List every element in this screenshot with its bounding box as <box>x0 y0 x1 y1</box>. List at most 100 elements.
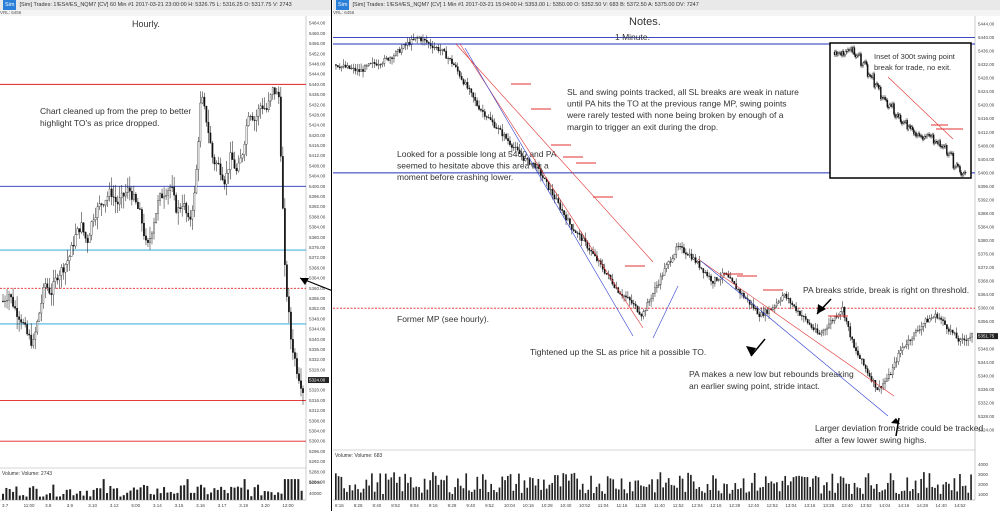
volume-bar <box>526 487 529 500</box>
candle-body <box>884 380 886 384</box>
minute-chart-panel[interactable]: Sim [Sim] Trades: 1!ES#/ES_NQM7 [CV] 1 Mi… <box>333 0 1000 511</box>
price-tick-label: 5380.00 <box>309 235 326 240</box>
volume-bar <box>654 492 656 500</box>
candle-body <box>824 329 826 331</box>
candle-body <box>812 327 815 330</box>
inset-candle-body <box>874 84 877 88</box>
candle-body <box>219 163 222 175</box>
candle-body <box>396 49 399 52</box>
price-tick-label: 5412.00 <box>309 153 326 158</box>
volume-bar <box>186 479 189 500</box>
candle-body <box>636 305 639 313</box>
candle-body <box>364 65 366 72</box>
candle-body <box>12 296 14 307</box>
time-tick-label: 13:28 <box>823 503 835 508</box>
candle-body <box>802 315 805 317</box>
volume-bar <box>970 474 972 500</box>
candle-body <box>683 247 685 253</box>
candle-body <box>381 63 384 65</box>
candle-body <box>383 58 386 64</box>
price-tick-label: 5396.00 <box>309 194 326 199</box>
stride-trendline <box>697 258 895 397</box>
candle-body <box>482 110 484 112</box>
candle-body <box>235 168 238 172</box>
candle-body <box>654 287 656 294</box>
candle-body <box>464 82 467 85</box>
volume-bar <box>592 493 595 500</box>
candle-body <box>487 117 490 119</box>
candle-body <box>677 246 680 248</box>
candle-body <box>445 50 448 59</box>
candle-body <box>870 376 873 382</box>
candle-body <box>294 352 296 359</box>
price-tick-label: 5352.00 <box>309 306 326 311</box>
minute-chart-canvas[interactable]: 5444.00 5440.00 5436.00 5432.00 5428.00 5424.… <box>333 16 1000 511</box>
volume-bar <box>495 492 498 500</box>
candle-body <box>221 174 224 180</box>
volume-label: Volume: Volume: 683 <box>335 453 382 459</box>
volume-bar <box>537 478 540 500</box>
volume-bar <box>789 481 792 500</box>
volume-bar <box>853 482 856 500</box>
volume-bar <box>213 488 216 500</box>
volume-bar <box>176 492 179 500</box>
hourly-note-line: highlight TO's as price dropped. <box>40 118 159 128</box>
candle-body <box>897 353 900 362</box>
volume-bar <box>373 491 376 500</box>
candle-body <box>505 134 507 139</box>
candle-body <box>22 322 25 324</box>
candle-body <box>120 192 123 198</box>
volume-bar <box>270 492 273 500</box>
volume-bar <box>415 486 418 500</box>
annotation-arrow <box>895 417 900 437</box>
price-tick-label: 5336.00 <box>978 387 995 392</box>
inset-candle-body <box>961 174 963 176</box>
inset-candle-body <box>958 165 960 167</box>
candle-body <box>433 47 436 49</box>
inset-candle-body <box>849 49 851 51</box>
candle-body <box>735 283 738 290</box>
candle-body <box>338 66 341 69</box>
candle-body <box>627 296 629 298</box>
hourly-chart-canvas[interactable]: 5468.005464.005460.005456.005452.005448.… <box>0 16 331 511</box>
time-tick-label: 12:04 <box>692 503 704 508</box>
candle-body <box>839 311 842 315</box>
volume-bar <box>199 484 202 500</box>
annotation-arrowhead <box>817 304 826 314</box>
volume-bar <box>457 478 459 500</box>
candle-body <box>503 134 506 137</box>
inset-candle-body <box>865 61 868 65</box>
volume-bar <box>623 489 626 500</box>
volume-bar <box>812 478 814 500</box>
volume-bar <box>923 472 925 500</box>
candle-body <box>518 149 521 154</box>
candle-body <box>915 330 917 333</box>
volume-bar <box>604 493 606 500</box>
candle-body <box>18 316 20 320</box>
volume-bar <box>831 473 834 500</box>
last-price-tag <box>977 333 998 340</box>
candle-body <box>34 331 37 340</box>
candle-body <box>346 65 349 68</box>
candle-body <box>569 218 571 225</box>
price-tick-label: 5388.00 <box>309 214 326 219</box>
volume-bar <box>448 492 451 500</box>
candle-body <box>205 106 208 123</box>
inset-candle-body <box>918 133 921 136</box>
volume-bar <box>465 473 468 500</box>
time-tick-label: 5:00 <box>131 503 140 508</box>
volume-bar <box>293 479 296 500</box>
volume-bar <box>432 472 434 500</box>
price-tick-label: 5360.00 <box>309 286 326 291</box>
price-tick-label: 5304.00 <box>309 429 326 434</box>
volume-bar <box>112 488 115 500</box>
hourly-chart-panel[interactable]: Sim [Sim] Trades: 1!ES#/ES_NQM7 [CV] 60 M… <box>0 0 332 511</box>
candle-body <box>625 295 627 298</box>
inset-candle-body <box>837 53 839 56</box>
candle-body <box>841 307 844 313</box>
volume-bar <box>584 493 587 500</box>
time-tick-label: 3.8 <box>45 503 52 508</box>
volume-bar <box>665 482 667 500</box>
volume-bar <box>543 479 545 500</box>
inset-candle-body <box>899 114 902 122</box>
